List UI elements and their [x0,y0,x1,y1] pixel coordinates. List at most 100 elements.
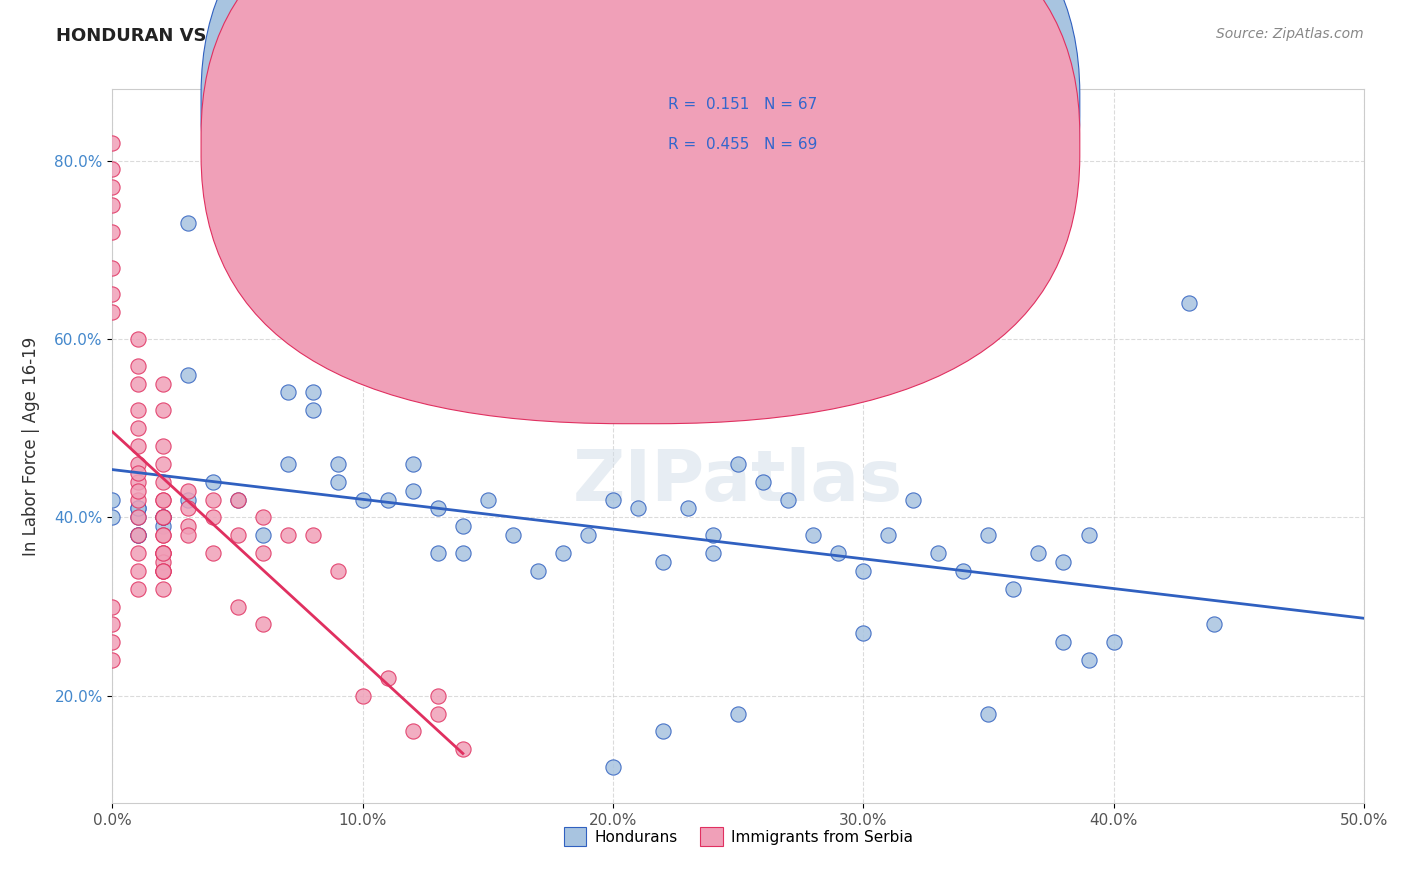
Point [127,501,149,516]
Point [152,564,174,578]
Point [301,385,323,400]
Point [477,492,499,507]
Point [451,546,474,560]
Text: R =  0.151   N = 67: R = 0.151 N = 67 [668,97,817,112]
Point [152,403,174,417]
Point [201,546,224,560]
Point [652,555,675,569]
Point [152,492,174,507]
Point [852,564,875,578]
Point [152,510,174,524]
Point [301,528,323,542]
Point [101,510,124,524]
Point [101,180,124,194]
Point [176,528,198,542]
Point [127,483,149,498]
Point [127,582,149,596]
Point [127,528,149,542]
Point [101,492,124,507]
Point [152,510,174,524]
Point [277,385,299,400]
Point [101,617,124,632]
Point [152,564,174,578]
Point [903,492,925,507]
Legend: Hondurans, Immigrants from Serbia: Hondurans, Immigrants from Serbia [557,822,920,852]
Point [977,528,1000,542]
Point [352,492,374,507]
Point [426,706,449,721]
Point [226,492,249,507]
Point [778,492,800,507]
Point [426,501,449,516]
Point [602,492,624,507]
Point [152,528,174,542]
Point [301,403,323,417]
Point [702,546,724,560]
Point [152,582,174,596]
Point [176,483,198,498]
Point [527,564,550,578]
Point [152,555,174,569]
Point [1052,635,1074,649]
Point [152,546,174,560]
Point [551,546,574,560]
Point [152,564,174,578]
Point [127,475,149,489]
Text: HONDURAN VS IMMIGRANTS FROM SERBIA IN LABOR FORCE | AGE 16-19 CORRELATION CHART: HONDURAN VS IMMIGRANTS FROM SERBIA IN LA… [56,27,1010,45]
Point [1002,582,1025,596]
Point [451,742,474,756]
Point [101,260,124,275]
Point [152,510,174,524]
Point [201,475,224,489]
Point [702,528,724,542]
Point [727,457,749,471]
Point [627,501,650,516]
Point [127,510,149,524]
Point [1077,653,1099,667]
Point [827,546,849,560]
Point [127,332,149,346]
Point [576,528,599,542]
Text: ZIPatlas: ZIPatlas [574,447,903,516]
Point [252,617,274,632]
Point [1077,528,1099,542]
Point [127,457,149,471]
Point [676,501,699,516]
Point [402,457,425,471]
Point [127,466,149,480]
Point [152,546,174,560]
Point [127,421,149,435]
Point [1202,617,1225,632]
Point [127,528,149,542]
Point [152,376,174,391]
Point [152,510,174,524]
Point [176,216,198,230]
Point [152,519,174,533]
Point [127,439,149,453]
Point [1028,546,1050,560]
Point [101,635,124,649]
Point [377,671,399,685]
Point [101,198,124,212]
Y-axis label: In Labor Force | Age 16-19: In Labor Force | Age 16-19 [22,336,41,556]
Point [127,564,149,578]
Point [402,724,425,739]
Point [252,269,274,284]
Point [127,403,149,417]
Point [277,457,299,471]
Point [201,492,224,507]
Point [176,519,198,533]
Point [1102,635,1125,649]
Point [426,546,449,560]
Point [801,528,824,542]
Point [952,564,974,578]
Point [176,501,198,516]
Point [101,162,124,177]
Point [127,510,149,524]
Point [176,492,198,507]
Point [1052,555,1074,569]
Point [127,528,149,542]
Point [127,376,149,391]
Point [426,689,449,703]
Point [152,492,174,507]
